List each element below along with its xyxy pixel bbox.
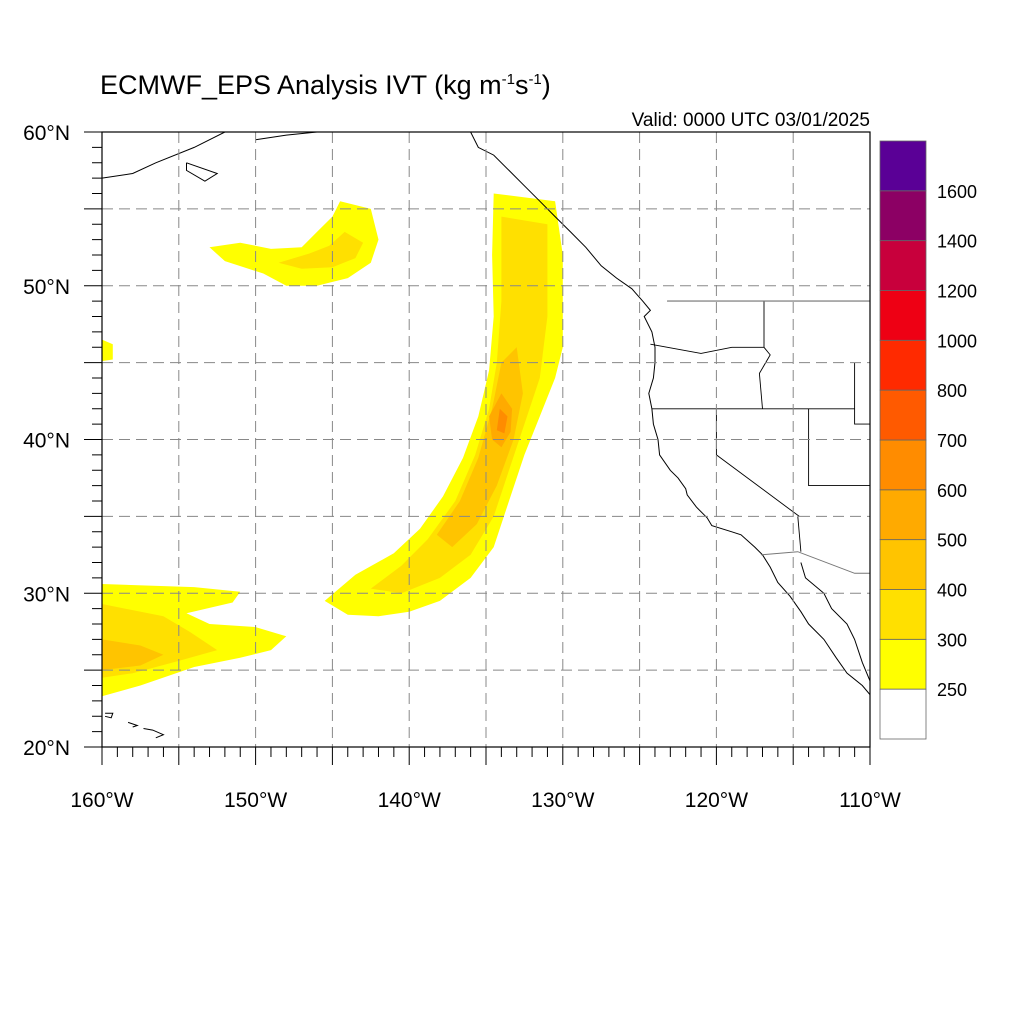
lat-tick-label: 40°N (23, 430, 70, 453)
colorbar-swatch (879, 339, 927, 391)
colorbar: 250 300 400 500 600 700 800 1000 1200 1400 1600 (879, 140, 977, 740)
ivt-region-hawaii-patch (102, 339, 113, 362)
geographic-outlines (102, 132, 870, 739)
ivt-region-main-ar-max (496, 408, 508, 434)
colorbar-level-label: 600 (937, 481, 967, 501)
longitude-labels: 160°W 150°W 140°W 130°W 120°W 110°W (70, 789, 901, 812)
colorbar-level-label: 1600 (937, 182, 977, 202)
lat-tick-label: 50°N (23, 276, 70, 299)
colorbar-swatch (879, 389, 927, 441)
ivt-region-north-pacific-arc-core (278, 231, 364, 269)
hawaii-islands (104, 712, 165, 739)
ivt-region-subtropical-plume-inner (102, 639, 164, 671)
lon-tick-label: 140°W (378, 789, 441, 812)
colorbar-swatch (879, 140, 927, 192)
lon-tick-label: 120°W (685, 789, 748, 812)
baja-coastline (800, 562, 870, 682)
colorbar-swatch (879, 439, 927, 491)
international-boundaries (667, 300, 870, 574)
colorbar-level-label: 800 (937, 381, 967, 401)
colorbar-swatch (879, 688, 927, 740)
lon-tick-label: 160°W (70, 789, 133, 812)
lon-tick-label: 150°W (224, 789, 287, 812)
colorbar-level-label: 400 (937, 581, 967, 601)
colorbar-level-label: 500 (937, 531, 967, 551)
colorbar-level-label: 1000 (937, 331, 977, 351)
latitude-labels: 60°N 50°N 40°N 30°N 20°N (23, 122, 70, 760)
colorbar-swatch (879, 589, 927, 640)
lat-tick-label: 60°N (23, 122, 70, 145)
map-title: ECMWF_EPS Analysis IVT (kg m-1s-1) (100, 70, 551, 100)
colorbar-level-label: 700 (937, 431, 967, 451)
colorbar-level-label: 1200 (937, 282, 977, 302)
colorbar-swatch (879, 190, 927, 242)
colorbar-swatch (879, 539, 927, 590)
colorbar-level-label: 1400 (937, 232, 977, 252)
colorbar-level-label: 250 (937, 680, 967, 700)
colorbar-swatch (879, 638, 927, 690)
axis-ticks (84, 131, 871, 765)
lon-tick-label: 110°W (839, 789, 901, 812)
lon-tick-label: 130°W (531, 789, 594, 812)
colorbar-swatch (879, 489, 927, 540)
alaska-coastline (102, 132, 318, 182)
lat-tick-label: 20°N (23, 737, 70, 760)
north-american-coastline (470, 132, 870, 696)
valid-time-label: Valid: 0000 UTC 03/01/2025 (631, 110, 870, 131)
ivt-shading (102, 193, 563, 697)
colorbar-swatch (879, 290, 927, 341)
colorbar-swatch (879, 240, 927, 291)
state-boundaries (650, 300, 870, 552)
ivt-region-main-ar-core (370, 216, 548, 594)
lat-lon-grid (102, 132, 870, 747)
colorbar-level-label: 300 (937, 630, 967, 650)
lat-tick-label: 30°N (23, 583, 70, 606)
